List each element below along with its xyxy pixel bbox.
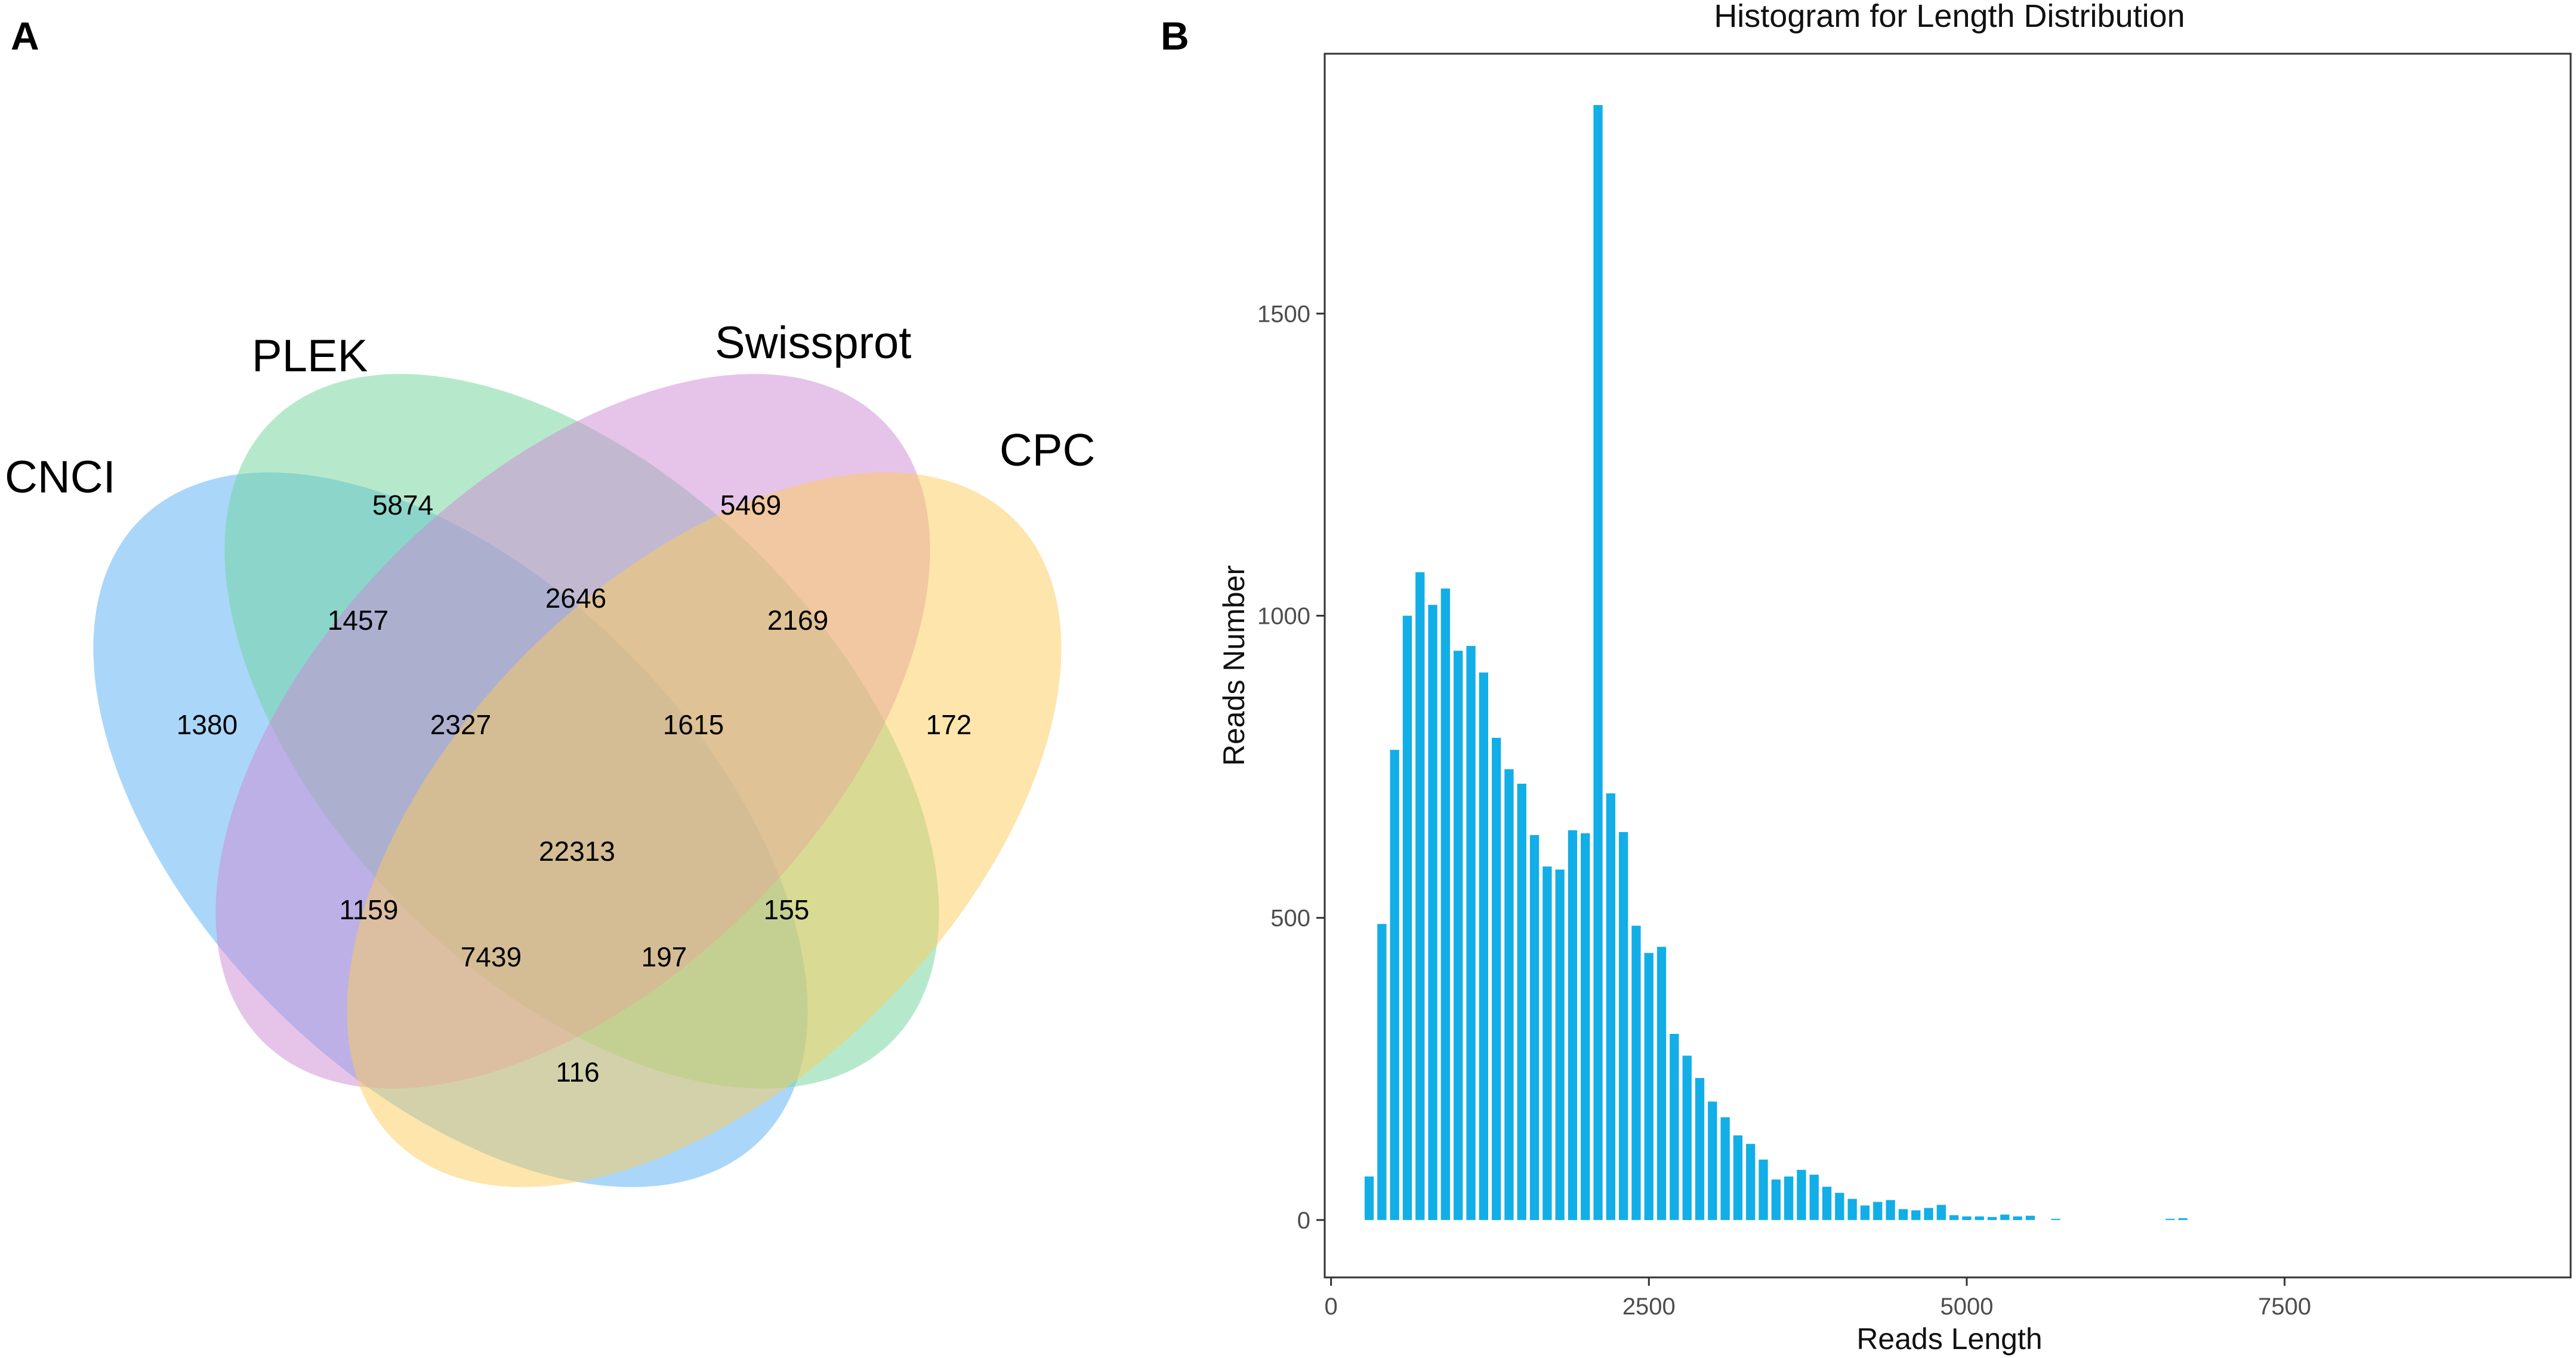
venn-region-cnci-plek-swissprot: 2327: [430, 709, 491, 740]
histogram-bar: [1886, 1200, 1895, 1220]
histogram-bar: [2178, 1218, 2188, 1220]
histogram-bar: [1504, 769, 1514, 1220]
venn-region-plek-cpc: 155: [764, 894, 810, 925]
venn-region-cnci-cpc: 116: [556, 1057, 599, 1088]
histogram-bar: [1746, 1144, 1756, 1220]
histogram-bar: [1402, 615, 1412, 1220]
histogram-bars: [1364, 105, 2188, 1220]
histogram-bar: [1708, 1101, 1717, 1220]
histogram-bar: [1962, 1216, 1972, 1220]
histogram-bar: [1555, 869, 1565, 1220]
histogram-bar: [1911, 1210, 1921, 1220]
venn-region-plek-only: 5874: [372, 489, 433, 521]
histogram-bar: [1835, 1193, 1844, 1220]
x-tick-label: 5000: [1940, 1294, 1993, 1320]
y-axis-label: Reads Number: [1217, 565, 1251, 766]
histogram-bar: [1619, 832, 1628, 1220]
venn-region-cnci-swissprot: 1159: [340, 894, 399, 925]
panel-a-letter: A: [11, 14, 39, 58]
venn-region-swissprot-only: 5469: [720, 489, 781, 521]
histogram-bar: [1542, 866, 1552, 1220]
histogram-bar: [1924, 1208, 1933, 1220]
venn-region-cpc-only: 172: [926, 709, 972, 740]
histogram-bar: [1415, 572, 1425, 1220]
histogram-bar: [1670, 1034, 1679, 1220]
x-tick-label: 0: [1325, 1294, 1338, 1320]
venn-region-cnci-swissprot-cpc: 7439: [461, 941, 522, 972]
y-tick-label: 500: [1270, 906, 1310, 932]
histogram-bar: [1720, 1117, 1730, 1220]
histogram-bar: [1898, 1209, 1908, 1220]
y-tick-label: 0: [1297, 1208, 1310, 1234]
venn-set-label-plek: PLEK: [252, 331, 368, 381]
x-tick-label: 7500: [2258, 1294, 2311, 1320]
histogram-bar: [1593, 105, 1603, 1220]
histogram-bar: [1568, 830, 1578, 1220]
histogram-bar: [1695, 1077, 1705, 1220]
histogram-bar: [1873, 1202, 1883, 1220]
histogram-bar: [2000, 1214, 2010, 1220]
plot-panel-border: [1324, 53, 2572, 1279]
histogram-bar: [1364, 1176, 1374, 1220]
venn-region-cnci-only: 1380: [177, 709, 237, 740]
histogram-bar: [1809, 1174, 1819, 1220]
venn-region-all-four: 22313: [539, 836, 615, 867]
venn-set-label-cpc: CPC: [999, 425, 1095, 476]
venn-set-label-swissprot: Swissprot: [715, 318, 911, 368]
histogram-bar: [1454, 651, 1463, 1220]
histogram-bar: [1440, 588, 1450, 1220]
histogram-bar: [1479, 672, 1488, 1220]
histogram-bar: [1466, 646, 1476, 1220]
x-tick-label: 2500: [1622, 1294, 1676, 1320]
venn-region-plek-swissprot-cpc: 1615: [663, 709, 724, 740]
histogram-bar: [1631, 925, 1641, 1220]
y-tick-label: 1000: [1257, 603, 1310, 629]
histogram-bar: [1377, 923, 1387, 1220]
histogram-bar: [2025, 1215, 2035, 1220]
histogram-bar: [1771, 1180, 1781, 1220]
histogram-bar: [1644, 953, 1653, 1220]
histogram-bar: [1682, 1055, 1692, 1220]
histogram-bar: [1860, 1205, 1870, 1220]
venn-ellipses: [93, 374, 1062, 1187]
histogram-bar: [1784, 1176, 1794, 1220]
venn-region-cnci-plek: 1457: [328, 605, 388, 636]
histogram-bar: [1581, 833, 1590, 1220]
y-tick-label: 1500: [1257, 301, 1310, 327]
histogram-bar: [1847, 1199, 1857, 1220]
histogram-bar: [1975, 1216, 1984, 1220]
venn-set-label-cnci: CNCI: [5, 452, 116, 503]
venn-diagram: CNCI PLEK Swissprot CPC 1380 5874 5469 1…: [5, 318, 1095, 1187]
histogram-bar: [1936, 1205, 1946, 1220]
venn-region-cnci-plek-cpc: 197: [641, 941, 687, 972]
x-axis-ticks: 0 2500 5000 7500: [1325, 1277, 2311, 1320]
histogram-bar: [1822, 1187, 1832, 1220]
venn-region-values: 1380 5874 5469 172 1457 2646 2169 2327 1…: [177, 489, 972, 1088]
histogram-bar: [1606, 793, 1615, 1220]
histogram-bar: [1529, 835, 1540, 1220]
histogram-bar: [1797, 1169, 1806, 1220]
histogram-bar: [1428, 605, 1437, 1220]
y-axis-ticks: 0 500 1000 1500: [1257, 301, 1325, 1234]
venn-region-plek-swissprot: 2646: [545, 583, 606, 614]
histogram-bar: [1517, 783, 1526, 1220]
venn-set-labels: CNCI PLEK Swissprot CPC: [5, 318, 1095, 503]
venn-ellipse-cpc: [347, 472, 1062, 1187]
histogram-bar: [2051, 1218, 2060, 1220]
histogram-bar: [1987, 1217, 1997, 1220]
venn-region-swissprot-cpc: 2169: [767, 605, 828, 636]
histogram-bar: [2165, 1218, 2175, 1220]
histogram-bar: [1949, 1215, 1959, 1220]
histogram-bar: [1759, 1159, 1768, 1220]
chart-title: Histogram for Length Distribution: [1714, 0, 2185, 34]
x-axis-label: Reads Length: [1856, 1322, 2042, 1356]
histogram-bar: [1733, 1135, 1743, 1220]
histogram-bar: [1390, 750, 1399, 1220]
histogram-bar: [1492, 738, 1501, 1220]
panel-b-letter: B: [1161, 14, 1189, 58]
histogram-bar: [2013, 1216, 2022, 1220]
histogram-bar: [1656, 947, 1667, 1220]
